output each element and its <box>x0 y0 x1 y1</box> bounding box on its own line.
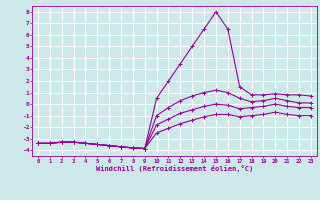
X-axis label: Windchill (Refroidissement éolien,°C): Windchill (Refroidissement éolien,°C) <box>96 165 253 172</box>
